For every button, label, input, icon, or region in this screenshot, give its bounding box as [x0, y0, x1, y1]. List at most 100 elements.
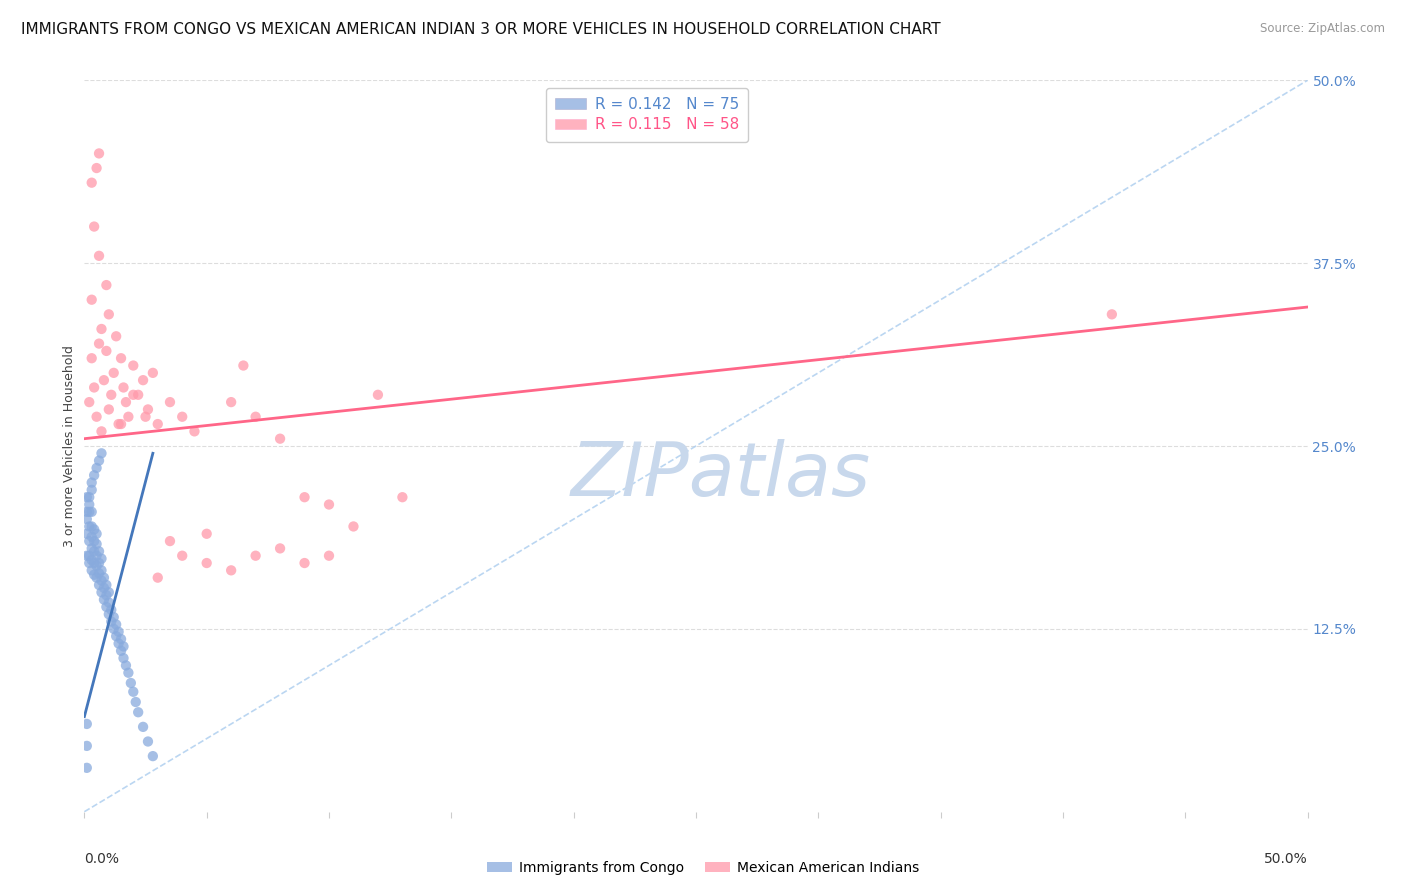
- Point: [127, 388, 149, 402]
- Point: [100, 615, 122, 629]
- Point: [367, 388, 389, 402]
- Point: [195, 526, 218, 541]
- Point: [219, 563, 242, 577]
- Point: [122, 685, 145, 699]
- Text: ZIPatlas: ZIPatlas: [571, 439, 870, 511]
- Point: [86, 161, 108, 175]
- Point: [86, 558, 108, 573]
- Point: [172, 409, 194, 424]
- Point: [83, 522, 105, 536]
- Point: [90, 563, 112, 577]
- Point: [86, 549, 108, 563]
- Point: [80, 475, 103, 490]
- Point: [96, 599, 118, 614]
- Point: [97, 595, 120, 609]
- Point: [86, 526, 108, 541]
- Point: [87, 453, 110, 467]
- Point: [93, 592, 115, 607]
- Point: [87, 556, 110, 570]
- Point: [80, 483, 103, 497]
- Point: [159, 534, 181, 549]
- Point: [245, 409, 267, 424]
- Point: [80, 541, 103, 556]
- Point: [1101, 307, 1123, 321]
- Point: [110, 632, 132, 646]
- Text: Source: ZipAtlas.com: Source: ZipAtlas.com: [1260, 22, 1385, 36]
- Point: [103, 366, 125, 380]
- Point: [93, 571, 115, 585]
- Point: [80, 351, 103, 366]
- Point: [183, 425, 205, 439]
- Point: [122, 359, 145, 373]
- Point: [100, 388, 122, 402]
- Point: [76, 512, 98, 526]
- Point: [83, 567, 105, 582]
- Point: [87, 336, 110, 351]
- Point: [97, 307, 120, 321]
- Point: [105, 629, 128, 643]
- Point: [86, 537, 108, 551]
- Point: [105, 329, 128, 343]
- Point: [146, 417, 169, 431]
- Point: [90, 551, 112, 566]
- Point: [87, 249, 110, 263]
- Point: [83, 468, 105, 483]
- Point: [103, 610, 125, 624]
- Point: [77, 490, 100, 504]
- Point: [122, 388, 145, 402]
- Point: [96, 578, 118, 592]
- Point: [83, 219, 105, 234]
- Point: [97, 585, 120, 599]
- Point: [87, 544, 110, 558]
- Point: [76, 717, 98, 731]
- Point: [132, 373, 155, 387]
- Point: [76, 505, 98, 519]
- Point: [77, 556, 100, 570]
- Point: [90, 446, 112, 460]
- Point: [117, 665, 139, 680]
- Point: [110, 417, 132, 431]
- Point: [110, 351, 132, 366]
- Point: [110, 644, 132, 658]
- Point: [112, 640, 135, 654]
- Point: [76, 526, 98, 541]
- Point: [105, 617, 128, 632]
- Point: [86, 461, 108, 475]
- Point: [80, 563, 103, 577]
- Point: [136, 734, 159, 748]
- Point: [117, 409, 139, 424]
- Point: [90, 322, 112, 336]
- Point: [100, 603, 122, 617]
- Point: [294, 556, 316, 570]
- Point: [318, 549, 340, 563]
- Point: [80, 553, 103, 567]
- Point: [90, 574, 112, 588]
- Point: [318, 498, 340, 512]
- Point: [97, 607, 120, 622]
- Point: [93, 373, 115, 387]
- Point: [90, 585, 112, 599]
- Point: [120, 676, 142, 690]
- Point: [125, 695, 148, 709]
- Point: [146, 571, 169, 585]
- Point: [76, 490, 98, 504]
- Point: [136, 402, 159, 417]
- Point: [107, 636, 129, 650]
- Point: [391, 490, 413, 504]
- Legend: R = 0.142   N = 75, R = 0.115   N = 58: R = 0.142 N = 75, R = 0.115 N = 58: [546, 88, 748, 142]
- Point: [80, 519, 103, 533]
- Point: [219, 395, 242, 409]
- Point: [87, 146, 110, 161]
- Point: [135, 409, 157, 424]
- Point: [76, 739, 98, 753]
- Point: [142, 749, 165, 764]
- Point: [80, 530, 103, 544]
- Point: [115, 395, 138, 409]
- Point: [232, 359, 254, 373]
- Text: IMMIGRANTS FROM CONGO VS MEXICAN AMERICAN INDIAN 3 OR MORE VEHICLES IN HOUSEHOLD: IMMIGRANTS FROM CONGO VS MEXICAN AMERICA…: [21, 22, 941, 37]
- Point: [87, 566, 110, 581]
- Point: [93, 581, 115, 595]
- Point: [86, 409, 108, 424]
- Point: [76, 761, 98, 775]
- Point: [342, 519, 364, 533]
